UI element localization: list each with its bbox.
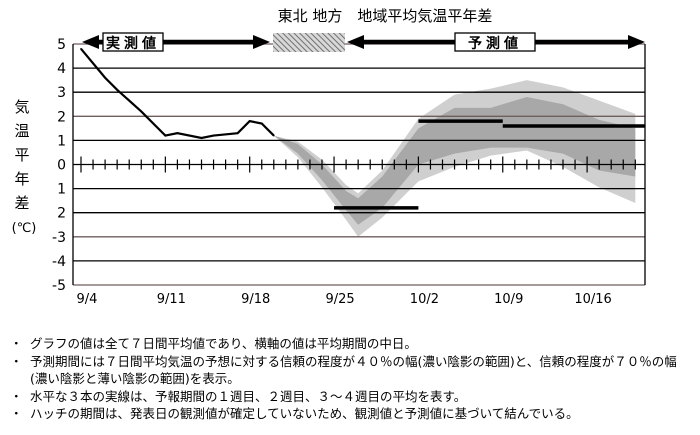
x-tick-label: 10/9 [494,292,523,307]
y-tick-label: -3 [52,230,66,246]
x-tick-label: 10/16 [574,292,611,307]
observed-line [80,48,275,140]
y-axis-label-char: (℃) [12,221,37,236]
y-tick-label: -5 [52,278,66,294]
y-tick-label: 1 [57,182,66,198]
note-text: 予測期間には７日間平均気温の予想に対する信頼の程度が４０％の幅(濃い陰影の範囲)… [30,353,677,387]
y-tick-label: -4 [52,254,66,270]
chart-title: 東北 地方 地域平均気温平年差 [278,7,493,25]
x-tick-label: 9/25 [325,292,354,307]
note-text: グラフの値は全て７日間平均値であり、横軸の値は平均期間の中日。 [30,336,417,351]
observed-point [104,76,106,79]
observed-point [248,120,251,122]
note-text: ハッチの期間は、発表日の観測値が確定していないため、観測値と予測値に基づいて結ん… [30,406,579,421]
bullet: ・ [10,336,23,351]
note-item: ・予測期間には７日間平均気温の予想に対する信頼の程度が４０％の幅(濃い陰影の範囲… [10,353,690,388]
bullet: ・ [10,388,23,404]
y-axis-label-char: 年 [14,170,29,188]
observed-point [176,132,179,134]
observed-point [116,88,118,91]
observed-period-label: 実測値 [106,35,160,52]
arrow-head-right-icon [628,35,645,49]
bullet: ・ [10,353,23,369]
y-axis-label-char: 温 [14,122,29,140]
arrow-head-left-icon [82,35,99,49]
observed-point [236,132,239,134]
y-tick-label: 5 [57,37,66,53]
y-tick-label: 0 [57,158,66,174]
y-axis-label-char: 差 [14,194,29,212]
bullet: ・ [10,406,23,421]
note-text: 水平な３本の実線は、予報期間の１週目、２週目、３～４週目の平均を表す。 [30,388,467,404]
hatch-period-box [273,33,345,52]
observed-point [200,137,203,139]
y-axis-label-char: 平 [14,146,29,164]
temperature-anomaly-chart: 東北 地方 地域平均気温平年差 5 4 3 2 1 0 1 2 -3 -4 -5 9/4 9/11 9/1… [12,7,646,307]
observed-point [164,134,167,137]
y-axis-label-char: 気 [14,98,29,116]
note-item: ・水平な３本の実線は、予報期間の１週目、２週目、３～４週目の平均を表す。 [10,388,690,406]
x-tick-label: 9/18 [241,292,270,307]
x-tick-label: 9/11 [157,292,186,307]
y-tick-label: 2 [57,206,66,222]
band-40-percent [273,97,636,225]
observed-point [212,134,215,137]
y-tick-label: 3 [57,85,66,101]
observed-point [140,110,143,113]
x-tick-label: 9/4 [77,292,98,307]
y-tick-label: 2 [57,109,66,125]
observed-point [260,122,263,125]
forecast-period-box [454,32,536,52]
arrow-head-right-icon [253,35,270,49]
forecast-period-label: 予測値 [468,35,522,52]
arrow-head-left-icon [347,35,364,49]
note-item: ・ハッチの期間は、発表日の観測値が確定していないため、観測値と予測値に基づいて結… [10,405,690,423]
note-item: ・グラフの値は全て７日間平均値であり、横軸の値は平均期間の中日。 [10,335,690,353]
x-tick-label: 10/2 [410,292,439,307]
observed-period-box [102,32,164,52]
y-tick-label: 4 [57,61,66,77]
y-tick-label: 1 [57,133,66,149]
notes: ・グラフの値は全て７日間平均値であり、横軸の値は平均期間の中日。 ・予測期間には… [10,335,690,423]
observed-point [273,134,275,137]
observed-point [80,48,82,50]
